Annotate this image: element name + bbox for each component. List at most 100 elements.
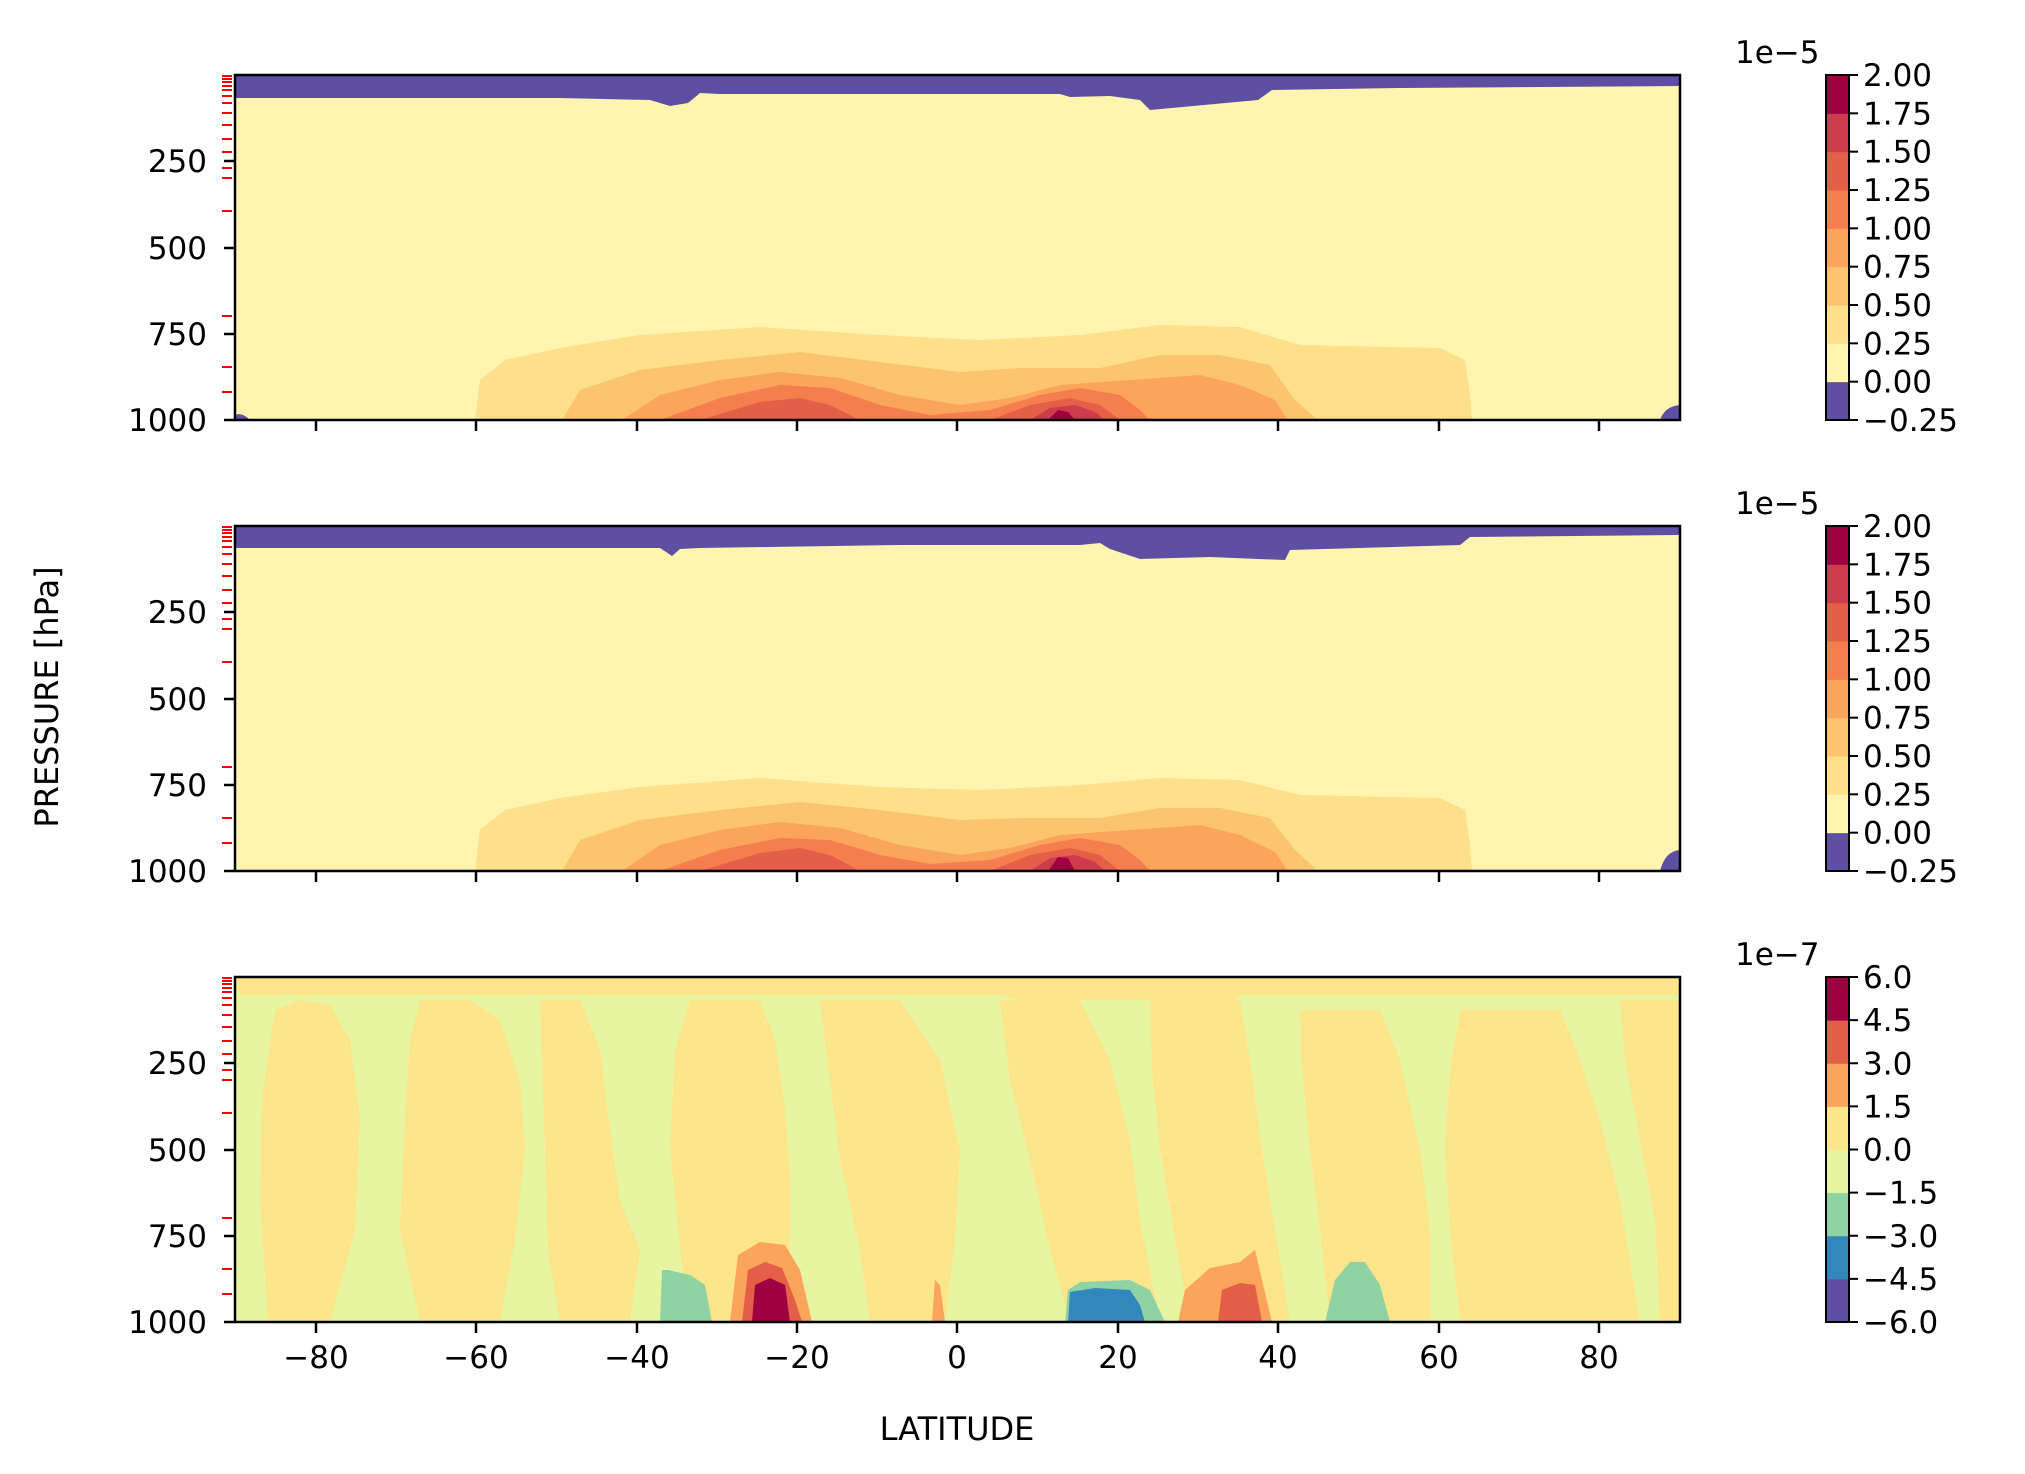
colorbar-swatch <box>1826 266 1849 306</box>
colorbar-tick-label: 1.00 <box>1863 662 1932 698</box>
colorbar-swatch <box>1826 113 1849 153</box>
colorbar-tick-label: 2.00 <box>1863 509 1932 545</box>
colorbar-tick-label: 4.5 <box>1863 1003 1912 1039</box>
colorbar-swatch <box>1826 794 1849 834</box>
colorbar-swatch <box>1826 526 1849 565</box>
colorbar-swatch <box>1826 75 1849 114</box>
colorbar-swatch <box>1826 1235 1849 1280</box>
colorbar-tick-label: 1.25 <box>1863 624 1932 660</box>
colorbar-swatch <box>1826 756 1849 795</box>
model-level-ticks-bottom <box>222 977 232 1295</box>
x-tick-label: 0 <box>947 1340 967 1376</box>
colorbar-bottom: −6.0 −4.5 −3.0 −1.5 0.0 1.5 3.0 4.5 6.0 1e−7 <box>1735 937 1938 1341</box>
x-tick-label: −60 <box>443 1340 508 1376</box>
colorbar-tick-label: 6.0 <box>1863 960 1912 996</box>
x-tick-label: −80 <box>283 1340 348 1376</box>
y-tick-labels-middle: 250 500 750 1000 <box>128 595 207 890</box>
y-tick-label: 500 <box>148 231 207 267</box>
contour-fill-bottom <box>235 977 1680 1322</box>
panel-bottom: −80 −60 −40 −20 0 20 40 60 80 250 <box>128 975 1682 1376</box>
colorbar-swatch <box>1826 343 1849 383</box>
colorbar-tick-label: 1.25 <box>1863 173 1932 209</box>
panel-middle: 250 500 750 1000 <box>128 524 1682 890</box>
colorbar-swatch <box>1826 1020 1849 1064</box>
colorbar-swatch <box>1826 1149 1849 1194</box>
colorbar-tick-label: −6.0 <box>1863 1305 1938 1341</box>
x-ticks-bottom <box>314 1322 1601 1333</box>
colorbar-tick-label: 1.75 <box>1863 96 1932 132</box>
contour-fill-top <box>235 75 1680 420</box>
y-tick-label: 750 <box>148 768 207 804</box>
y-tick-label: 1000 <box>128 854 207 890</box>
x-ticks-top <box>314 420 1601 431</box>
y-tick-label: 250 <box>148 144 207 180</box>
colorbar-swatch <box>1826 1278 1849 1323</box>
y-axis-title: PRESSURE [hPa] <box>28 566 66 827</box>
colorbar-tick-label: 0.0 <box>1863 1133 1912 1169</box>
colorbar-swatch <box>1826 151 1849 191</box>
contour-fill-middle <box>235 526 1680 871</box>
colorbar-frame <box>1825 525 1850 872</box>
colorbar-offset-label: 1e−7 <box>1735 937 1820 973</box>
x-tick-label: 60 <box>1419 1340 1458 1376</box>
x-tick-labels-bottom: −80 −60 −40 −20 0 20 40 60 80 <box>283 1340 1618 1376</box>
y-tick-labels-top: 250 500 750 1000 <box>128 144 207 439</box>
colorbar-swatch <box>1826 564 1849 604</box>
x-tick-label: 20 <box>1098 1340 1137 1376</box>
y-tick-label: 250 <box>148 595 207 631</box>
colorbar-swatch <box>1826 832 1849 872</box>
colorbar-swatch <box>1826 1192 1849 1237</box>
model-level-ticks-middle <box>222 526 232 844</box>
colorbar-swatch <box>1826 305 1849 344</box>
colorbar-swatch <box>1826 679 1849 719</box>
panel-top: 250 500 750 1000 <box>128 73 1682 439</box>
y-tick-label: 250 <box>148 1046 207 1082</box>
x-tick-label: −20 <box>764 1340 829 1376</box>
y-tick-label: 750 <box>148 317 207 353</box>
colorbar-middle: −0.250.000.250.500.751.001.251.501.752.0… <box>1735 486 1958 890</box>
colorbar-offset-label: 1e−5 <box>1735 486 1820 522</box>
colorbar-tick-label: −0.25 <box>1863 854 1958 890</box>
x-tick-label: −40 <box>604 1340 669 1376</box>
y-tick-label: 750 <box>148 1219 207 1255</box>
colorbar-tick-label: 0.25 <box>1863 777 1932 813</box>
colorbar-tick-label: 0.50 <box>1863 288 1932 324</box>
colorbar-swatch <box>1826 1063 1849 1107</box>
colorbar-tick-label: −3.0 <box>1863 1219 1938 1255</box>
colorbar-tick-label: 0.25 <box>1863 326 1932 362</box>
colorbar-tick-label: 0.75 <box>1863 250 1932 286</box>
colorbar-tick-label: 1.50 <box>1863 135 1932 171</box>
colorbar-frame <box>1825 74 1850 421</box>
colorbar-tick-label: 0.75 <box>1863 701 1932 737</box>
colorbar-tick-label: 1.5 <box>1863 1089 1912 1125</box>
x-tick-label: 80 <box>1579 1340 1618 1376</box>
y-tick-labels-bottom: 250 500 750 1000 <box>128 1046 207 1341</box>
y-tick-label: 1000 <box>128 403 207 439</box>
colorbar-tick-label: 0.00 <box>1863 816 1932 852</box>
colorbar-tick-label: 1.00 <box>1863 211 1932 247</box>
colorbar-swatch <box>1826 1106 1849 1150</box>
y-ticks-top <box>224 159 235 422</box>
colorbar-swatch <box>1826 190 1849 229</box>
y-tick-label: 1000 <box>128 1305 207 1341</box>
y-ticks-middle <box>224 610 235 873</box>
colorbar-swatch <box>1826 228 1849 268</box>
y-tick-label: 500 <box>148 1133 207 1169</box>
colorbar-swatch <box>1826 381 1849 421</box>
colorbar-tick-label: 0.50 <box>1863 739 1932 775</box>
y-ticks-bottom <box>224 1061 235 1324</box>
colorbar-tick-label: −1.5 <box>1863 1176 1938 1212</box>
colorbar-tick-label: 1.50 <box>1863 586 1932 622</box>
colorbar-top: −0.250.000.250.500.751.001.251.501.752.0… <box>1735 35 1958 439</box>
colorbar-tick-label: 0.00 <box>1863 365 1932 401</box>
colorbar-tick-label: 3.0 <box>1863 1046 1912 1082</box>
colorbar-swatch <box>1826 641 1849 680</box>
colorbar-tick-label: 1.75 <box>1863 547 1932 583</box>
colorbar-swatch <box>1826 602 1849 642</box>
colorbar-swatch <box>1826 717 1849 757</box>
x-tick-label: 40 <box>1258 1340 1297 1376</box>
x-axis-title: LATITUDE <box>880 1410 1035 1448</box>
colorbar-tick-label: −4.5 <box>1863 1262 1938 1298</box>
colorbar-offset-label: 1e−5 <box>1735 35 1820 71</box>
